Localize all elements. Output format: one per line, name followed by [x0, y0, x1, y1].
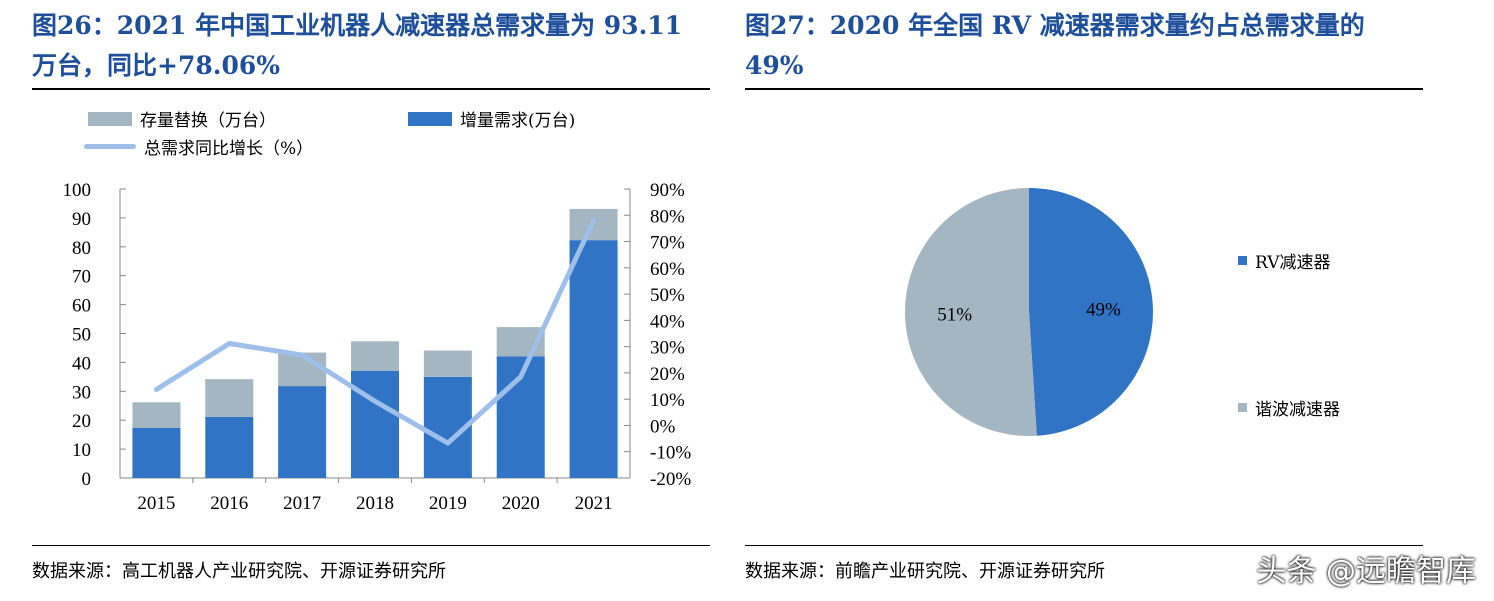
x-tick-label: 2019 [429, 493, 467, 514]
y2-tick-label: 60% [650, 259, 685, 280]
legend-swatch [1238, 256, 1247, 265]
right-source: 数据来源：前瞻产业研究院、开源证券研究所 [745, 561, 1105, 582]
left-title: 图26：2021 年中国工业机器人减速器总需求量为 93.11 万台，同比+78… [32, 11, 683, 80]
y-tick-label: 60 [72, 296, 91, 317]
x-tick-label: 2018 [356, 493, 394, 514]
bar-increment [205, 417, 254, 478]
y2-tick-label: 30% [650, 338, 685, 359]
y-tick-label: 30 [72, 382, 91, 403]
y2-tick-label: 10% [650, 390, 685, 411]
bar-replacement [205, 379, 254, 418]
bar-replacement [423, 350, 472, 377]
pie-chart: 49% 51% [904, 188, 1153, 437]
y2-tick-label: 80% [650, 206, 685, 227]
y-tick-label: 0 [82, 469, 92, 490]
x-tick-label: 2020 [502, 493, 540, 514]
bar-increment [132, 428, 181, 478]
bar-replacement [351, 341, 399, 371]
y2-tick-label: 70% [650, 233, 685, 254]
x-tick-label: 2015 [137, 493, 175, 514]
y-tick-label: 10 [72, 440, 91, 461]
y2-tick-label: 40% [650, 311, 685, 332]
y-tick-label: 20 [72, 411, 91, 432]
x-tick-label: 2021 [575, 493, 613, 514]
y-tick-label: 100 [63, 180, 92, 201]
watermark: 头条 @远瞻智库 [1256, 554, 1476, 589]
legend-label: 存量替换（万台） [140, 111, 276, 131]
bar-replacement [132, 402, 181, 429]
legend-growth: 总需求同比增长（%） [84, 134, 313, 159]
legend-increment: 增量需求(万台) [408, 106, 575, 131]
legend-label: 总需求同比增长（%） [144, 139, 314, 159]
y-tick-label: 90 [72, 209, 91, 230]
y2-tick-label: 90% [650, 180, 685, 201]
legend-label: 谐波减速器 [1255, 400, 1340, 420]
y-tick-label: 80 [72, 238, 91, 259]
bar-increment [351, 370, 399, 478]
bar-increment [278, 386, 327, 478]
legend-label: RV减速器 [1255, 253, 1331, 273]
left-source-rule [32, 545, 710, 546]
y-tick-label: 70 [72, 267, 91, 288]
growth-line [153, 217, 597, 446]
x-tick-label: 2017 [283, 493, 321, 514]
bar-increment [569, 240, 618, 478]
pie-label: 49% [1086, 300, 1121, 321]
legend-line [84, 144, 136, 149]
x-tick-label: 2016 [210, 493, 248, 514]
right-title-rule [745, 88, 1423, 90]
y2-tick-label: 20% [650, 364, 685, 385]
bar-chart: 0 10 20 30 40 50 60 70 80 90 100 -20% -10% 0% 10% 20% 30… [63, 180, 692, 514]
left-source: 数据来源：高工机器人产业研究院、开源证券研究所 [32, 561, 446, 582]
y2-tick-label: 50% [650, 285, 685, 306]
legend-replacement: 存量替换（万台） [88, 106, 276, 131]
right-source-rule [745, 545, 1423, 546]
pie-label: 51% [937, 304, 972, 325]
bar-replacement [278, 352, 327, 387]
left-title-rule [32, 88, 710, 90]
y2-tick-label: -10% [650, 443, 691, 464]
y2-tick-label: -20% [650, 469, 691, 490]
legend-swatch [408, 111, 452, 126]
legend-swatch [88, 111, 132, 126]
pie-legend-rv: RV减速器 [1238, 248, 1330, 273]
y-tick-label: 50 [72, 325, 91, 346]
right-title: 图27：2020 年全国 RV 减速器需求量约占总需求量的 49% [745, 11, 1365, 80]
legend-swatch [1238, 403, 1247, 412]
pie-legend-harmonic: 谐波减速器 [1238, 395, 1340, 420]
pie-slice [904, 188, 1037, 437]
legend-label: 增量需求(万台) [460, 111, 576, 131]
pie-slice [1029, 188, 1153, 436]
y-tick-label: 40 [72, 353, 91, 374]
y2-tick-label: 0% [650, 416, 676, 437]
